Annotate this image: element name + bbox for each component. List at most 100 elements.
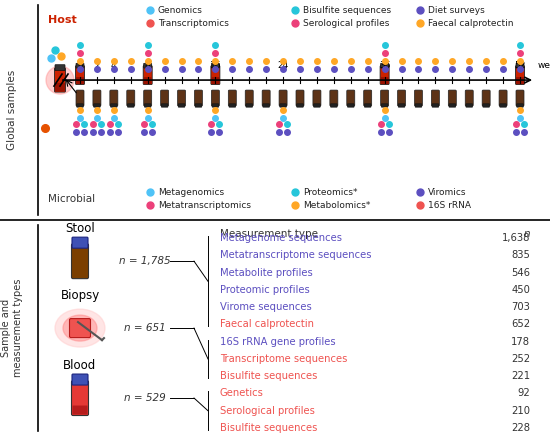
- Text: Global samples: Global samples: [7, 70, 17, 150]
- FancyBboxPatch shape: [128, 104, 134, 107]
- FancyBboxPatch shape: [73, 405, 87, 415]
- Text: Bisulfite sequences: Bisulfite sequences: [220, 371, 317, 381]
- FancyBboxPatch shape: [381, 104, 388, 107]
- FancyBboxPatch shape: [466, 104, 472, 107]
- FancyBboxPatch shape: [72, 237, 88, 248]
- FancyBboxPatch shape: [500, 104, 507, 107]
- Text: 24: 24: [277, 61, 289, 70]
- Text: n = 1,785: n = 1,785: [119, 256, 171, 266]
- FancyBboxPatch shape: [516, 90, 524, 106]
- FancyBboxPatch shape: [195, 104, 202, 107]
- FancyBboxPatch shape: [144, 77, 152, 84]
- Text: Microbial: Microbial: [48, 194, 95, 204]
- FancyBboxPatch shape: [178, 90, 185, 106]
- Text: 228: 228: [511, 423, 530, 433]
- Text: Sample and
measurement types: Sample and measurement types: [1, 279, 23, 377]
- FancyBboxPatch shape: [465, 90, 473, 106]
- Text: Virome sequences: Virome sequences: [220, 302, 312, 312]
- Text: 8: 8: [145, 61, 151, 70]
- FancyBboxPatch shape: [262, 90, 270, 106]
- FancyBboxPatch shape: [296, 90, 304, 106]
- FancyBboxPatch shape: [516, 104, 523, 107]
- FancyBboxPatch shape: [246, 104, 252, 107]
- Text: Diet surveys: Diet surveys: [428, 6, 485, 14]
- Text: Serological profiles: Serological profiles: [303, 18, 389, 27]
- FancyBboxPatch shape: [296, 104, 303, 107]
- Text: 36: 36: [379, 61, 390, 70]
- FancyBboxPatch shape: [195, 90, 202, 106]
- Text: 16: 16: [210, 61, 221, 70]
- FancyBboxPatch shape: [415, 90, 422, 106]
- FancyBboxPatch shape: [280, 104, 287, 107]
- Text: Metagenome sequences: Metagenome sequences: [220, 233, 342, 243]
- FancyBboxPatch shape: [381, 63, 389, 68]
- FancyBboxPatch shape: [381, 90, 389, 106]
- FancyBboxPatch shape: [380, 65, 389, 85]
- FancyBboxPatch shape: [381, 77, 389, 84]
- FancyBboxPatch shape: [76, 90, 84, 106]
- FancyBboxPatch shape: [516, 63, 524, 68]
- Text: 16S rRNA: 16S rRNA: [428, 201, 471, 210]
- FancyBboxPatch shape: [211, 77, 219, 84]
- Text: Biopsy: Biopsy: [60, 289, 100, 302]
- FancyBboxPatch shape: [144, 63, 152, 68]
- FancyBboxPatch shape: [55, 65, 65, 71]
- FancyBboxPatch shape: [415, 104, 422, 107]
- FancyBboxPatch shape: [93, 90, 101, 106]
- Text: Serological profiles: Serological profiles: [220, 406, 315, 416]
- Text: 703: 703: [511, 302, 530, 312]
- FancyBboxPatch shape: [161, 104, 168, 107]
- Text: n = 651: n = 651: [124, 323, 166, 333]
- FancyBboxPatch shape: [144, 90, 152, 106]
- Ellipse shape: [63, 315, 97, 341]
- Text: Stool: Stool: [65, 222, 95, 235]
- FancyBboxPatch shape: [483, 104, 490, 107]
- Text: 52: 52: [514, 61, 526, 70]
- Text: Metagenomics: Metagenomics: [158, 187, 224, 197]
- FancyBboxPatch shape: [348, 104, 354, 107]
- Text: 92: 92: [517, 388, 530, 399]
- FancyBboxPatch shape: [212, 104, 219, 107]
- FancyBboxPatch shape: [111, 104, 117, 107]
- FancyBboxPatch shape: [398, 90, 405, 106]
- FancyBboxPatch shape: [449, 104, 455, 107]
- FancyBboxPatch shape: [229, 104, 235, 107]
- Text: Blood: Blood: [63, 359, 97, 372]
- FancyBboxPatch shape: [398, 104, 405, 107]
- FancyBboxPatch shape: [72, 244, 89, 279]
- FancyBboxPatch shape: [211, 63, 219, 68]
- FancyBboxPatch shape: [228, 90, 236, 106]
- FancyBboxPatch shape: [94, 104, 100, 107]
- FancyBboxPatch shape: [69, 319, 91, 337]
- FancyBboxPatch shape: [145, 104, 151, 107]
- Text: 835: 835: [511, 250, 530, 260]
- FancyBboxPatch shape: [211, 90, 219, 106]
- FancyBboxPatch shape: [365, 104, 371, 107]
- Text: 16S rRNA gene profiles: 16S rRNA gene profiles: [220, 337, 336, 347]
- Text: Genomics: Genomics: [158, 6, 203, 14]
- Text: 210: 210: [511, 406, 530, 416]
- Text: Transcriptome sequences: Transcriptome sequences: [220, 354, 348, 364]
- FancyBboxPatch shape: [279, 90, 287, 106]
- Text: n: n: [524, 229, 530, 239]
- FancyBboxPatch shape: [161, 90, 169, 106]
- Text: week: week: [538, 61, 550, 70]
- Text: Metabolomics*: Metabolomics*: [303, 201, 370, 210]
- FancyBboxPatch shape: [55, 83, 65, 92]
- Text: Viromics: Viromics: [428, 187, 466, 197]
- Text: 4: 4: [111, 61, 117, 70]
- FancyBboxPatch shape: [75, 65, 85, 85]
- Text: 2: 2: [94, 61, 100, 70]
- Text: 652: 652: [511, 320, 530, 330]
- FancyBboxPatch shape: [263, 104, 270, 107]
- Text: Metatranscriptome sequences: Metatranscriptome sequences: [220, 250, 371, 260]
- FancyBboxPatch shape: [364, 90, 372, 106]
- Text: Host: Host: [48, 15, 77, 25]
- Text: Measurement type: Measurement type: [220, 229, 318, 239]
- FancyBboxPatch shape: [431, 90, 439, 106]
- Text: 252: 252: [511, 354, 530, 364]
- Text: Faecal calprotectin: Faecal calprotectin: [428, 18, 514, 27]
- Text: Metatranscriptomics: Metatranscriptomics: [158, 201, 251, 210]
- FancyBboxPatch shape: [76, 63, 84, 68]
- FancyBboxPatch shape: [331, 104, 337, 107]
